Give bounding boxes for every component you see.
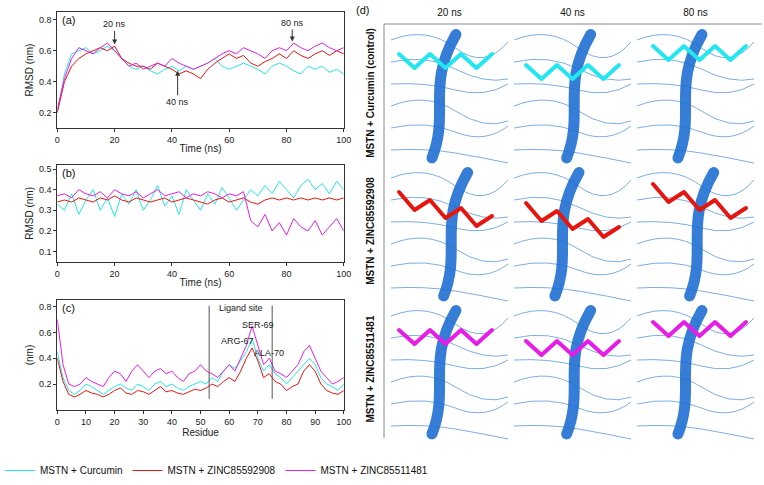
svg-text:Time (ns): Time (ns) xyxy=(180,277,222,288)
svg-text:ALA-70: ALA-70 xyxy=(254,348,284,358)
svg-text:RMSD (nm): RMSD (nm) xyxy=(24,187,35,240)
svg-text:40 ns: 40 ns xyxy=(560,7,584,18)
svg-text:ARG-67: ARG-67 xyxy=(221,336,254,346)
svg-text:Residue: Residue xyxy=(182,427,219,438)
svg-text:0: 0 xyxy=(55,417,60,427)
svg-text:100: 100 xyxy=(336,269,351,279)
svg-text:60: 60 xyxy=(224,135,234,145)
svg-text:SER-69: SER-69 xyxy=(242,320,274,330)
svg-text:50: 50 xyxy=(196,417,206,427)
svg-text:20 ns: 20 ns xyxy=(437,7,461,18)
svg-text:0.6: 0.6 xyxy=(39,328,52,338)
svg-text:60: 60 xyxy=(224,417,234,427)
svg-text:80 ns: 80 ns xyxy=(683,7,707,18)
svg-text:0.6: 0.6 xyxy=(39,46,52,56)
svg-text:0.5: 0.5 xyxy=(39,164,52,174)
svg-text:70: 70 xyxy=(253,417,263,427)
svg-text:0.8: 0.8 xyxy=(39,302,52,312)
svg-text:0: 0 xyxy=(55,269,60,279)
svg-text:0.2: 0.2 xyxy=(39,379,52,389)
svg-text:20 ns: 20 ns xyxy=(103,19,126,29)
svg-text:0.1: 0.1 xyxy=(39,247,52,257)
svg-text:MSTN + ZINC85511481: MSTN + ZINC85511481 xyxy=(365,315,376,422)
svg-text:MSTN + ZINC85592908: MSTN + ZINC85592908 xyxy=(365,177,376,285)
svg-text:40: 40 xyxy=(167,417,177,427)
svg-text:Ligand site: Ligand site xyxy=(219,303,263,313)
svg-text:90: 90 xyxy=(310,417,320,427)
svg-text:(d): (d) xyxy=(356,4,369,16)
svg-text:20: 20 xyxy=(110,417,120,427)
svg-text:(b): (b) xyxy=(62,167,75,179)
svg-text:0.4: 0.4 xyxy=(39,353,52,363)
svg-text:40: 40 xyxy=(167,269,177,279)
svg-text:MSTN + ZINC85511481: MSTN + ZINC85511481 xyxy=(321,465,428,476)
svg-text:0.8: 0.8 xyxy=(39,15,52,25)
svg-text:100: 100 xyxy=(336,135,351,145)
svg-text:0.4: 0.4 xyxy=(39,185,52,195)
svg-text:100: 100 xyxy=(336,417,351,427)
svg-text:60: 60 xyxy=(224,269,234,279)
svg-text:0.2: 0.2 xyxy=(39,226,52,236)
svg-text:80 ns: 80 ns xyxy=(281,18,304,28)
svg-text:80: 80 xyxy=(281,135,291,145)
svg-text:Time (ns): Time (ns) xyxy=(180,143,222,154)
svg-text:20: 20 xyxy=(110,135,120,145)
svg-text:(a): (a) xyxy=(62,14,75,26)
svg-text:0: 0 xyxy=(55,135,60,145)
svg-text:0.2: 0.2 xyxy=(39,108,52,118)
svg-text:MSTN + Curcumin: MSTN + Curcumin xyxy=(40,465,123,476)
svg-text:0.4: 0.4 xyxy=(39,77,52,87)
svg-text:MSTN + ZINC85592908: MSTN + ZINC85592908 xyxy=(168,465,276,476)
svg-text:40: 40 xyxy=(167,135,177,145)
svg-text:10: 10 xyxy=(81,417,91,427)
svg-text:20: 20 xyxy=(110,269,120,279)
svg-text:0.3: 0.3 xyxy=(39,205,52,215)
svg-text:RMSD (nm): RMSD (nm) xyxy=(24,44,35,97)
svg-text:80: 80 xyxy=(281,417,291,427)
svg-text:(c): (c) xyxy=(62,302,75,314)
svg-text:40 ns: 40 ns xyxy=(166,97,189,107)
svg-text:80: 80 xyxy=(281,269,291,279)
svg-text:(nm): (nm) xyxy=(24,345,35,366)
svg-text:MSTN + Curcumin (control): MSTN + Curcumin (control) xyxy=(365,28,376,158)
svg-text:30: 30 xyxy=(138,417,148,427)
